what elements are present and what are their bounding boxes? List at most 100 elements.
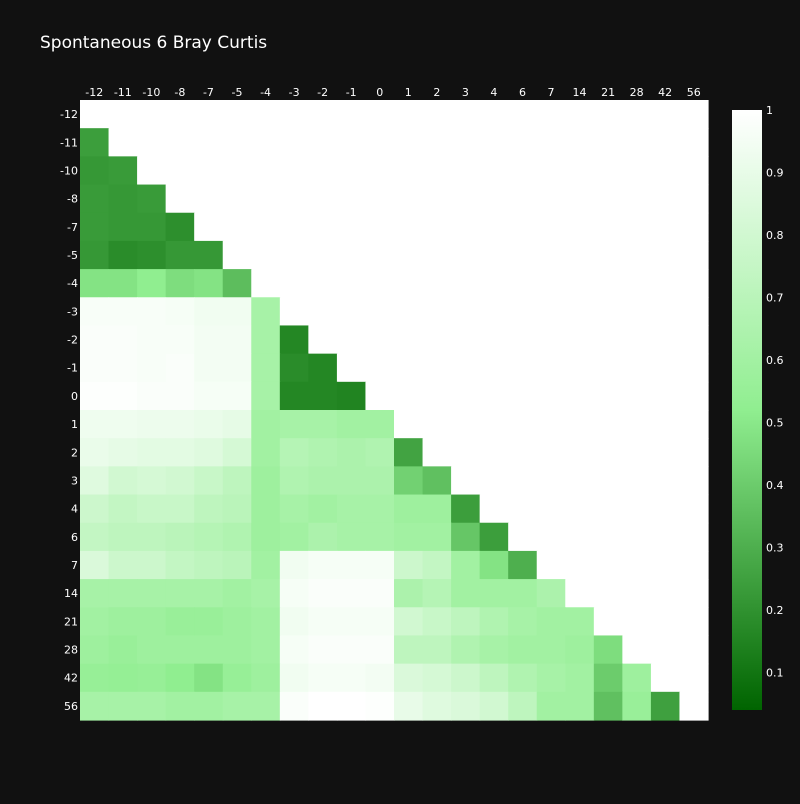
heatmap-cell (279, 297, 309, 327)
heatmap-cell (650, 635, 681, 665)
heatmap-cell (336, 269, 367, 298)
heatmap-cell (622, 212, 652, 242)
heatmap-cell (308, 240, 338, 270)
x-tick-label: -12 (85, 86, 103, 99)
heatmap-cell (451, 691, 481, 721)
x-tick-label: 56 (687, 86, 701, 99)
heatmap-cell (137, 663, 167, 693)
heatmap-cell (422, 635, 452, 665)
heatmap-cell (194, 438, 224, 467)
heatmap-cell (108, 128, 138, 157)
heatmap-cell (336, 550, 367, 580)
heatmap-cell (536, 438, 566, 467)
heatmap-cell (422, 353, 452, 383)
heatmap-cell (194, 353, 224, 383)
heatmap-cell (251, 438, 281, 467)
heatmap-cell (194, 607, 224, 637)
heatmap-cell (622, 156, 652, 186)
heatmap-cell (536, 128, 566, 157)
heatmap-cell (679, 240, 709, 270)
heatmap-cell (251, 297, 281, 327)
heatmap-cell (365, 607, 395, 637)
y-tick-label: 28 (64, 644, 78, 657)
heatmap-cell (479, 381, 509, 411)
heatmap-cell (650, 325, 681, 355)
heatmap-cell (194, 184, 224, 214)
heatmap-cell (80, 607, 110, 637)
heatmap-cell (251, 410, 281, 439)
heatmap-cell (394, 438, 424, 467)
heatmap-cell (451, 184, 481, 214)
heatmap-cell (679, 410, 709, 439)
heatmap-cell (536, 410, 566, 439)
heatmap-cell (251, 212, 281, 242)
heatmap-cell (222, 663, 252, 693)
heatmap-cell (565, 240, 595, 270)
heatmap-cell (251, 128, 281, 157)
heatmap-cell (365, 466, 395, 496)
heatmap-cell (222, 550, 252, 580)
heatmap-cell (80, 184, 110, 214)
heatmap-cell (536, 156, 566, 186)
x-tick-label: 28 (630, 86, 644, 99)
heatmap-cell (679, 381, 709, 411)
heatmap-cell (479, 494, 509, 524)
heatmap-cell (508, 156, 538, 186)
heatmap-cell (422, 297, 452, 327)
heatmap-cell (80, 579, 110, 608)
heatmap-cell (479, 466, 509, 496)
heatmap-cell (365, 381, 395, 411)
heatmap-cell (336, 100, 367, 129)
heatmap-cell (308, 494, 338, 524)
heatmap-cell (336, 297, 367, 327)
heatmap-cell (108, 579, 138, 608)
heatmap-cell (508, 184, 538, 214)
heatmap-cell (508, 240, 538, 270)
heatmap-cell (137, 297, 167, 327)
heatmap-cell (279, 691, 309, 721)
heatmap-cell (108, 494, 138, 524)
heatmap-cell (593, 494, 623, 524)
heatmap-cell (222, 353, 252, 383)
heatmap-cell (365, 297, 395, 327)
heatmap-cell (536, 635, 566, 665)
heatmap-cell (394, 494, 424, 524)
heatmap-cell (80, 550, 110, 580)
heatmap-cell (308, 635, 338, 665)
heatmap-cell (479, 663, 509, 693)
heatmap-cell (137, 100, 167, 129)
heatmap-cell (108, 635, 138, 665)
heatmap-cell (308, 579, 338, 608)
heatmap-cell (679, 466, 709, 496)
heatmap-cell (422, 579, 452, 608)
heatmap-cell (451, 635, 481, 665)
heatmap-cell (222, 438, 252, 467)
heatmap-cell (165, 438, 195, 467)
heatmap-cell (536, 240, 566, 270)
heatmap-cell (365, 494, 395, 524)
heatmap-cell (565, 466, 595, 496)
heatmap-cell (80, 635, 110, 665)
heatmap-cell (536, 466, 566, 496)
heatmap-cell (593, 269, 623, 298)
heatmap-cell (165, 494, 195, 524)
heatmap-cell (80, 381, 110, 411)
heatmap-cell (279, 438, 309, 467)
heatmap-cell (622, 184, 652, 214)
heatmap-cell (279, 184, 309, 214)
y-tick-label: 4 (71, 503, 78, 516)
heatmap-cell (536, 691, 566, 721)
heatmap-cell (565, 128, 595, 157)
heatmap-cell (593, 128, 623, 157)
heatmap-cell (536, 325, 566, 355)
heatmap-cell (222, 240, 252, 270)
x-tick-label: 2 (433, 86, 440, 99)
heatmap-cell (137, 325, 167, 355)
colorbar-tick-label: 1 (766, 104, 773, 117)
x-tick-label: -1 (346, 86, 357, 99)
heatmap-cell (650, 691, 681, 721)
heatmap-cell (308, 607, 338, 637)
heatmap-cell (679, 325, 709, 355)
heatmap-cell (108, 156, 138, 186)
heatmap-cell (565, 635, 595, 665)
